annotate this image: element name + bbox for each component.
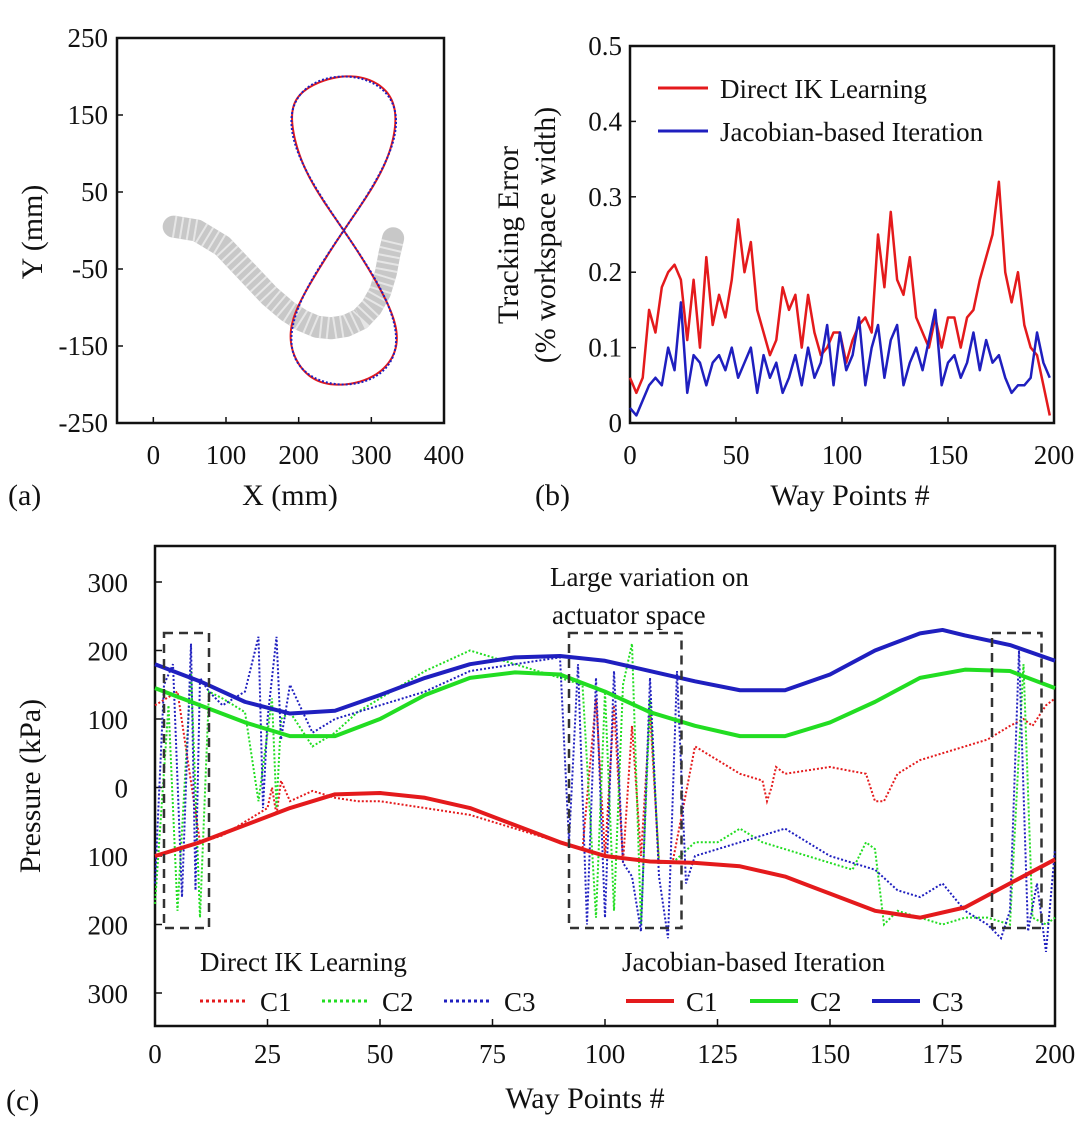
c-ytick-label: 200 [88, 637, 129, 667]
panel-c-ylabel: Pressure (kPa) [14, 699, 47, 873]
legend-c-jb-c2-label: C2 [810, 987, 842, 1017]
legend-c-group-left: Direct IK Learning [200, 947, 407, 977]
b-series-line-2 [629, 301, 1051, 417]
a-xtick-label: 300 [351, 440, 392, 470]
c-ytick-label: 0 [115, 774, 129, 804]
panel-c-frame [153, 544, 1057, 1028]
panel-b-frame [628, 44, 1056, 425]
c-xtick-label: 50 [367, 1039, 394, 1069]
b-ytick-label: 0.5 [588, 31, 622, 61]
b-ytick-label: 0.1 [588, 333, 622, 363]
b-ytick-label: 0 [609, 408, 623, 438]
a-ytick-label: 50 [81, 177, 108, 207]
panel-b: 0 50 100 150 200 0 0.1 0.2 0.3 0.4 0.5 Direct IK L… [492, 31, 1074, 512]
panel-b-ylabel-line1: Tracking Error [492, 146, 525, 324]
c-highlight-box [162, 631, 211, 930]
a-trajectory-jacobian [290, 75, 398, 386]
c-smooth-c2 [154, 667, 1056, 739]
a-xtick-label: 200 [278, 440, 319, 470]
b-xtick-label: 150 [928, 440, 969, 470]
panel-c: 0 25 50 75 100 125 150 175 200 300 200 100 0 100 200 30… [6, 544, 1076, 1117]
c-xtick-label: 75 [479, 1039, 506, 1069]
b-ytick-label: 0.3 [588, 182, 622, 212]
legend-b-label-1: Direct IK Learning [720, 74, 927, 104]
legend-c-dk-c1-label: C1 [260, 987, 292, 1017]
c-highlight-box [567, 631, 683, 930]
b-xtick-label: 50 [723, 440, 750, 470]
c-xtick-label: 175 [922, 1039, 963, 1069]
c-dotted-c2 [154, 643, 1056, 927]
b-ytick-label: 0.2 [588, 257, 622, 287]
a-ytick-label: 150 [68, 100, 109, 130]
legend-c-jb-c1-label: C1 [686, 987, 718, 1017]
c-ytick-label: 100 [88, 842, 129, 872]
panel-c-xlabel: Way Points # [505, 1082, 664, 1115]
legend-c-dk-c2-label: C2 [382, 987, 414, 1017]
b-xtick-label: 100 [822, 440, 863, 470]
a-ytick-label: -50 [72, 254, 108, 284]
c-smooth-c1 [154, 790, 1056, 920]
c-smooth-c3 [154, 627, 1056, 716]
a-ytick-label: -250 [59, 408, 109, 438]
panel-b-ylabel-line2: (% workspace width) [529, 107, 562, 364]
a-xtick-label: 100 [206, 440, 247, 470]
panel-a-xlabel: X (mm) [242, 479, 338, 512]
panel-b-letter: (b) [535, 479, 570, 512]
panel-a-ylabel: Y (mm) [16, 185, 49, 280]
c-ytick-label: 100 [88, 705, 129, 735]
c-xtick-label: 200 [1035, 1039, 1076, 1069]
c-ytick-label: 300 [88, 979, 129, 1009]
c-xtick-label: 0 [148, 1039, 162, 1069]
panel-b-xlabel: Way Points # [770, 479, 929, 512]
annotation-line2: actuator space [552, 600, 706, 630]
b-xtick-label: 200 [1034, 440, 1075, 470]
a-ytick-label: -150 [59, 331, 109, 361]
a-ytick-label: 250 [68, 23, 109, 53]
c-xtick-label: 100 [585, 1039, 626, 1069]
c-xtick-label: 125 [697, 1039, 738, 1069]
c-ytick-label: 300 [88, 568, 129, 598]
a-xtick-label: 0 [147, 440, 161, 470]
b-ytick-label: 0.4 [588, 106, 622, 136]
panel-a-letter: (a) [8, 479, 41, 512]
c-xtick-label: 25 [254, 1039, 281, 1069]
c-xtick-label: 150 [810, 1039, 851, 1069]
c-highlight-box [990, 631, 1043, 930]
legend-c-group-right: Jacobian-based Iteration [622, 947, 886, 977]
c-ytick-label: 200 [88, 911, 129, 941]
annotation-line1: Large variation on [550, 562, 749, 592]
b-xtick-label: 0 [623, 440, 637, 470]
legend-b-label-2: Jacobian-based Iteration [720, 117, 984, 147]
panel-c-letter: (c) [6, 1084, 39, 1117]
legend-c-jb-c3-label: C3 [932, 987, 964, 1017]
a-xtick-label: 400 [424, 440, 465, 470]
legend-c-dk-c3-label: C3 [504, 987, 536, 1017]
robot-arm-segments [171, 215, 404, 340]
